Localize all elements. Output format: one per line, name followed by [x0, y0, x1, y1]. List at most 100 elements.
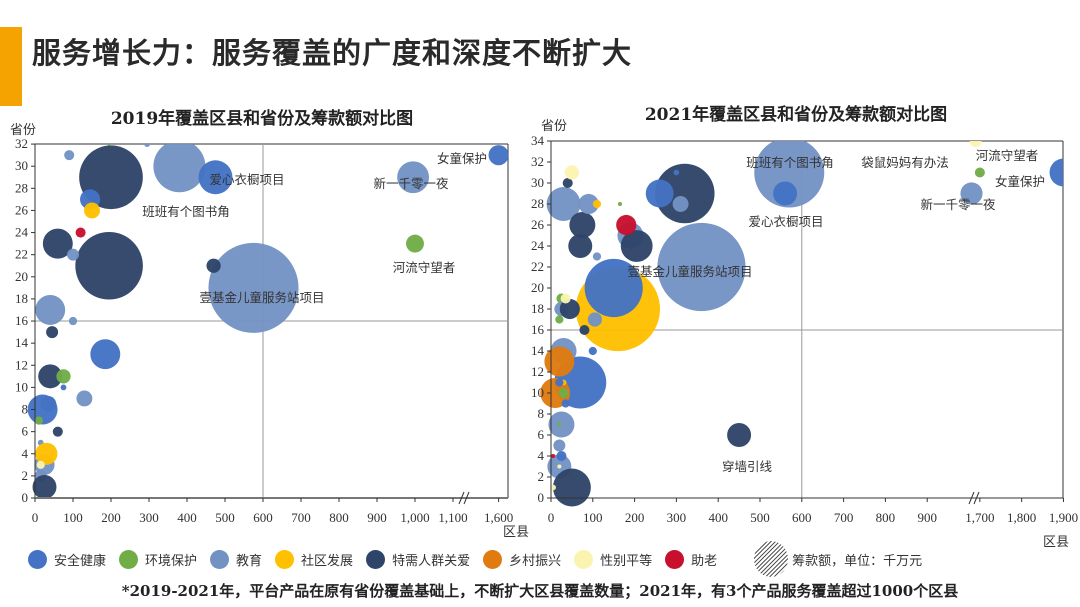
- y-tick-label: 4: [22, 446, 29, 461]
- chart-title-2019: 2019年覆盖区县和省份及筹款额对比图: [110, 109, 414, 129]
- bubble: [198, 160, 233, 195]
- bubble: [208, 242, 299, 333]
- bubble: [560, 293, 571, 304]
- legend-label: 环境保护: [145, 553, 198, 569]
- y-tick-label: 12: [531, 364, 544, 379]
- chart-title-2021: 2021年覆盖区县和省份及筹款额对比图: [644, 105, 948, 125]
- x-tick-label: 0: [32, 510, 39, 525]
- y-tick-label: 8: [22, 402, 29, 417]
- bubble: [561, 399, 570, 408]
- y-tick-label: 20: [15, 269, 28, 284]
- y-tick-label: 24: [15, 225, 29, 240]
- bubble: [551, 453, 556, 459]
- axis-break-mark: [458, 491, 470, 505]
- legend-item: 环境保护: [119, 549, 198, 569]
- legend-swatch: [665, 549, 685, 569]
- bubble: [592, 199, 602, 209]
- bubble-label: 袋鼠妈妈有办法: [861, 155, 949, 170]
- x-tick-label: 900: [367, 510, 387, 525]
- x-axis-label: 区县: [503, 525, 529, 540]
- bubble: [76, 390, 93, 407]
- bubble-label: 班班有个图书角: [142, 204, 230, 219]
- y-tick-label: 4: [538, 448, 545, 463]
- bubble: [34, 416, 43, 425]
- bubble: [578, 193, 599, 215]
- y-tick-label: 2: [538, 469, 545, 484]
- legend-swatch: [275, 549, 295, 569]
- bubble-label: 女童保护: [995, 174, 1045, 189]
- bubble-size-legend-icon: [754, 541, 789, 577]
- bubble-label: 河流守望者: [976, 148, 1039, 163]
- y-tick-label: 18: [15, 291, 28, 306]
- bubble-label: 穿墙引线: [722, 459, 773, 474]
- bubble: [657, 222, 746, 312]
- bubble: [540, 378, 571, 408]
- bubble: [36, 460, 45, 469]
- x-tick-label: 600: [792, 510, 812, 525]
- bubble: [552, 468, 591, 507]
- bubble: [64, 150, 75, 161]
- bubble: [569, 212, 596, 238]
- y-tick-label: 0: [22, 490, 29, 505]
- x-axis-label: 区县: [1043, 535, 1069, 550]
- legend-label: 特需人群关爱: [392, 553, 471, 569]
- bubble: [40, 396, 57, 412]
- bubble-label: 爱心衣橱项目: [209, 172, 284, 187]
- bubble: [35, 442, 58, 465]
- bubble: [654, 163, 715, 224]
- x-tick-label: 100: [583, 510, 603, 525]
- bubble: [564, 165, 580, 180]
- bubble-label: 女童保护: [437, 151, 487, 166]
- y-tick-label: 6: [22, 424, 29, 439]
- bubble: [562, 177, 573, 189]
- bubble-label: 班班有个图书角: [746, 155, 834, 170]
- bubble-label: 新一千零一夜: [373, 176, 449, 191]
- y-tick-label: 32: [531, 154, 544, 169]
- legend-label: 教育: [236, 553, 263, 569]
- x-tick-label: 700: [834, 510, 854, 525]
- bubble: [75, 231, 143, 300]
- bubble: [587, 312, 603, 327]
- bubble-label: 河流守望者: [393, 260, 456, 275]
- y-tick-label: 12: [15, 357, 28, 372]
- bubble: [555, 315, 564, 324]
- bubble: [969, 141, 982, 147]
- legend-swatch: [28, 549, 47, 569]
- x-tick-label: 100: [63, 510, 83, 525]
- x-tick-label: 300: [667, 510, 687, 525]
- x-tick-label: 1,100: [438, 510, 467, 525]
- bubble-label: 新一千零一夜: [920, 197, 996, 212]
- bubble: [616, 214, 637, 236]
- y-tick-label: 16: [531, 322, 545, 337]
- y-tick-label: 10: [531, 385, 544, 400]
- bubble: [406, 234, 424, 253]
- bubble: [35, 295, 66, 325]
- legend: 安全健康 环境保护 教育 社区发展 特需人群关爱 乡村振兴 性别平等 助老 筹款额，单位：千万…: [28, 541, 922, 577]
- bubble: [153, 144, 206, 193]
- page-title: 服务增长力：服务覆盖的广度和深度不断扩大: [32, 36, 633, 70]
- bubble: [555, 378, 564, 387]
- x-tick-label: 800: [876, 510, 896, 525]
- bubble: [550, 484, 556, 491]
- x-tick-label: 1,000: [400, 510, 429, 525]
- x-tick-label: 500: [750, 510, 770, 525]
- bubble: [46, 326, 59, 339]
- legend-item: 社区发展: [275, 549, 353, 569]
- bubble: [90, 339, 121, 370]
- x-tick-label: 0: [548, 510, 555, 525]
- x-tick-label: 200: [625, 510, 645, 525]
- bubble: [67, 248, 79, 261]
- bubble-label: 壹基金儿童服务站项目: [627, 264, 752, 279]
- x-tick-label: 1,700: [965, 510, 994, 525]
- y-tick-label: 28: [15, 180, 28, 195]
- y-tick-label: 14: [531, 343, 545, 358]
- bubble: [559, 298, 580, 320]
- legend-swatch: [366, 549, 386, 569]
- bubble: [672, 196, 689, 212]
- bubble: [52, 426, 63, 437]
- bubble: [584, 258, 643, 318]
- footnote: *2019-2021年，平台产品在原有省份覆盖基础上，不断扩大区县覆盖数量；20…: [121, 582, 959, 600]
